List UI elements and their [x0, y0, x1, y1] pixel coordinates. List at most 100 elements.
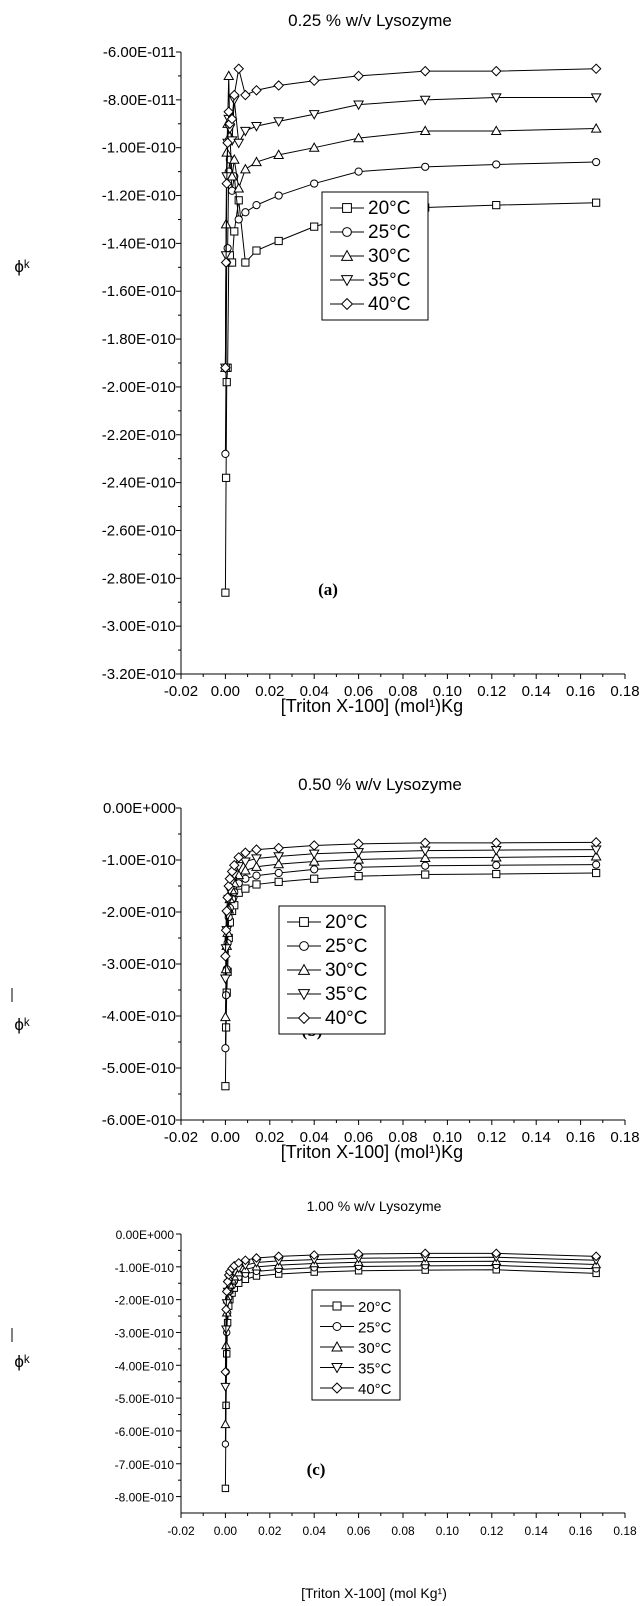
x-tick-label: 0.08 — [388, 683, 417, 700]
x-tick-label: 0.02 — [258, 1524, 282, 1538]
data-point — [222, 378, 231, 387]
data-point — [222, 892, 233, 903]
data-point — [274, 868, 283, 878]
y-tick-label: -2.00E-010 — [115, 1294, 175, 1308]
legend-marker — [331, 1363, 343, 1374]
data-point — [233, 1257, 244, 1268]
x-tick-label: 0.18 — [613, 1524, 637, 1538]
data-point — [353, 100, 365, 111]
legend: 20°C 25°C 30°C 35°C 40°C — [278, 905, 386, 1035]
data-point — [492, 869, 501, 879]
x-tick-label: 0.00 — [211, 683, 240, 700]
data-point — [273, 80, 284, 91]
data-point — [251, 84, 262, 96]
x-axis-label: [Triton X-100] (mol Kg¹) — [301, 1585, 447, 1601]
data-point — [310, 222, 319, 231]
legend-marker — [342, 227, 352, 237]
data-point — [251, 1253, 262, 1263]
y-tick-label: -2.80E-010 — [102, 570, 176, 587]
data-point — [490, 93, 502, 104]
x-tick-label: 0.12 — [477, 683, 506, 700]
data-point — [353, 853, 365, 864]
legend-item: 25°C — [330, 222, 410, 243]
data-point — [592, 157, 601, 167]
data-point — [421, 861, 430, 870]
data-point — [222, 137, 233, 149]
data-point — [221, 905, 233, 917]
x-tick-label: 0.16 — [569, 1524, 593, 1538]
data-point — [239, 864, 251, 875]
series-line — [224, 1265, 597, 1445]
legend-label: 35°C — [358, 1361, 392, 1378]
y-tick-label: -2.00E-010 — [102, 904, 176, 921]
legend-label: 35°C — [325, 984, 367, 1005]
legend-marker — [299, 917, 309, 927]
legend-item: 35°C — [287, 984, 367, 1005]
series-line — [224, 1260, 597, 1425]
data-point — [490, 837, 502, 849]
x-tick-label: 0.16 — [566, 683, 595, 700]
data-point — [220, 1419, 231, 1429]
y-tick-label: 0.00E+000 — [103, 800, 176, 817]
x-tick-label: 0.04 — [300, 683, 329, 700]
data-point — [492, 201, 501, 210]
legend-item: 40°C — [330, 294, 410, 315]
data-point — [228, 89, 240, 101]
legend-marker — [340, 297, 354, 311]
x-tick-label: 0.02 — [255, 683, 284, 700]
x-tick-label: 0.10 — [433, 683, 462, 700]
panel-label: (c) — [307, 1460, 326, 1479]
data-point — [419, 837, 431, 849]
data-point — [241, 884, 250, 893]
x-tick-label: 0.08 — [388, 1129, 417, 1146]
series-5 — [220, 1248, 602, 1377]
data-point — [221, 449, 230, 459]
legend-marker — [299, 941, 309, 951]
legend-item: 30°C — [330, 246, 410, 267]
data-point — [590, 837, 602, 848]
x-tick-label: 0.04 — [300, 1129, 329, 1146]
y-axis-label: ϕᵏ — [14, 1352, 30, 1371]
data-point — [590, 122, 602, 133]
data-point — [419, 852, 431, 863]
data-point — [251, 156, 262, 167]
y-tick-label: -6.00E-010 — [102, 1112, 176, 1129]
data-point — [221, 1044, 230, 1053]
series-2 — [221, 860, 601, 1053]
data-point — [310, 179, 319, 188]
data-point — [354, 872, 363, 881]
data-point — [219, 1011, 231, 1022]
x-tick-label: 0.06 — [344, 1129, 373, 1146]
legend: 20°C 25°C 30°C 35°C 40°C — [311, 1289, 401, 1401]
data-point — [241, 208, 250, 217]
x-tick-label: 0.02 — [255, 1129, 284, 1146]
legend-marker — [331, 1340, 343, 1352]
legend-item: 35°C — [330, 270, 410, 291]
y-tick-label: -1.20E-010 — [102, 188, 176, 205]
data-point — [590, 93, 602, 104]
y-tick-label: -2.20E-010 — [102, 427, 176, 444]
y-tick-label: -1.40E-010 — [102, 235, 176, 252]
panel-label: (a) — [318, 580, 338, 599]
data-point — [590, 850, 602, 861]
y-tick-label: -2.00E-010 — [102, 379, 176, 396]
data-point — [490, 65, 502, 77]
x-tick-label: -0.02 — [164, 1129, 198, 1146]
data-point — [251, 122, 262, 132]
legend: 20°C 25°C 30°C 35°C 40°C — [321, 191, 429, 321]
x-tick-label: 0.12 — [477, 1129, 506, 1146]
data-point — [221, 473, 231, 482]
legend-item: 20°C — [330, 198, 410, 219]
series-5 — [220, 63, 602, 374]
data-point — [419, 65, 431, 77]
legend-label: 30°C — [325, 960, 367, 981]
data-point — [421, 162, 430, 171]
data-point — [492, 160, 501, 169]
data-point — [220, 950, 231, 962]
data-point — [252, 201, 261, 210]
legend-item: 35°C — [320, 1361, 392, 1378]
series-5 — [220, 837, 602, 962]
y-tick-label: -8.00E-011 — [103, 92, 176, 109]
data-point — [353, 70, 364, 82]
data-point — [221, 1082, 230, 1091]
